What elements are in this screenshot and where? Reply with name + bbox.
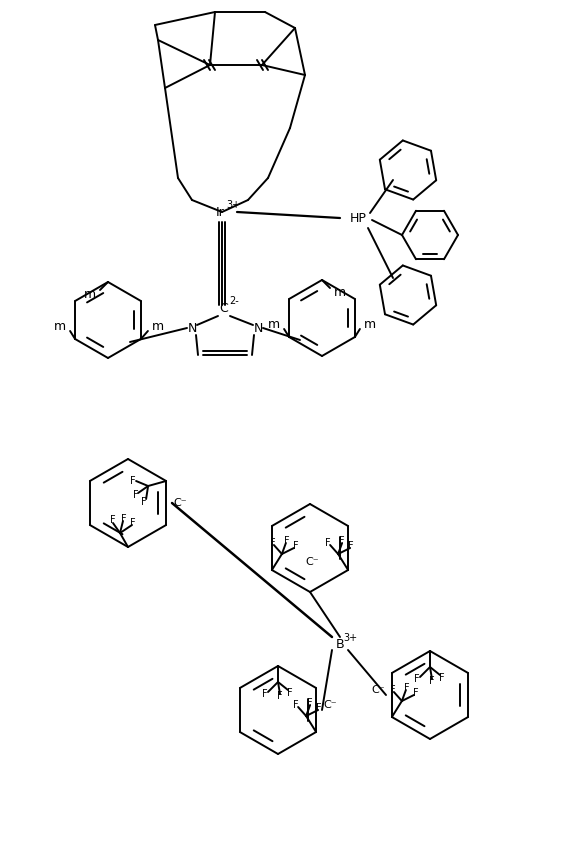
- Text: B: B: [336, 639, 344, 652]
- Text: C: C: [220, 301, 228, 314]
- Text: F: F: [141, 497, 147, 507]
- Text: F: F: [414, 674, 420, 684]
- Text: C⁻: C⁻: [305, 557, 319, 567]
- Text: m: m: [54, 320, 66, 333]
- Text: m: m: [268, 318, 280, 331]
- Text: F: F: [130, 476, 136, 486]
- Text: F: F: [284, 536, 290, 546]
- Text: F: F: [121, 514, 127, 524]
- Text: F: F: [293, 700, 299, 710]
- Text: F: F: [404, 683, 410, 693]
- Text: C⁻: C⁻: [371, 685, 385, 695]
- Text: F: F: [293, 541, 299, 551]
- Text: F: F: [325, 538, 331, 548]
- Text: F: F: [130, 518, 136, 528]
- Text: F: F: [349, 541, 354, 551]
- Text: F: F: [308, 698, 313, 708]
- Text: F: F: [270, 538, 276, 548]
- Text: 2-: 2-: [229, 296, 239, 306]
- Text: F: F: [339, 536, 345, 546]
- Text: 3+: 3+: [226, 200, 240, 210]
- Text: m: m: [84, 287, 96, 300]
- Text: F: F: [390, 685, 396, 695]
- Text: F: F: [110, 515, 116, 525]
- Text: N: N: [188, 322, 197, 335]
- Text: F: F: [133, 490, 139, 500]
- Text: F: F: [277, 691, 283, 701]
- Text: F: F: [413, 688, 419, 698]
- Text: F: F: [262, 689, 268, 699]
- Text: m: m: [152, 320, 164, 333]
- Text: F: F: [287, 688, 293, 698]
- Text: F: F: [439, 673, 445, 683]
- Text: C⁻: C⁻: [173, 498, 187, 508]
- Text: m: m: [364, 318, 376, 331]
- Text: m: m: [334, 286, 346, 299]
- Text: C⁻: C⁻: [323, 700, 337, 710]
- Text: HP: HP: [350, 211, 366, 224]
- Text: N: N: [253, 322, 263, 335]
- Text: F: F: [316, 703, 322, 713]
- Text: 3+: 3+: [343, 633, 357, 643]
- Text: F: F: [429, 676, 435, 686]
- Text: Ir: Ir: [216, 205, 224, 218]
